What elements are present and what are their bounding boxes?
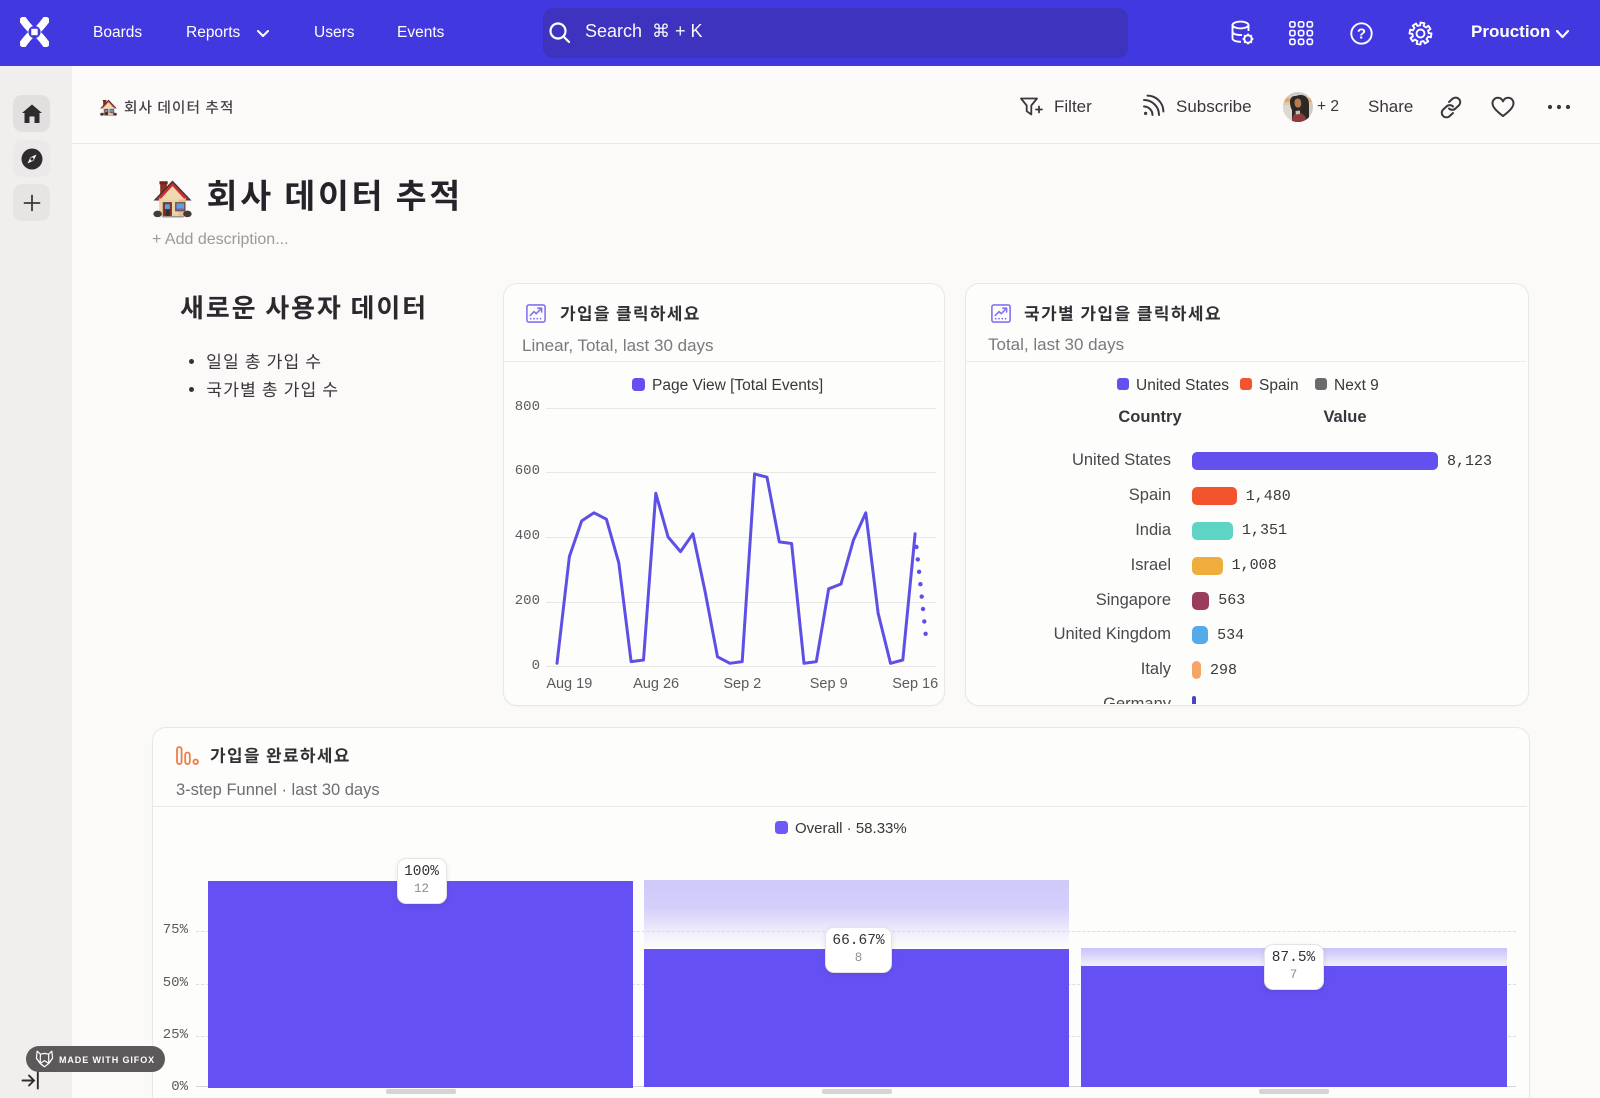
svg-text:?: ? <box>1357 25 1366 42</box>
